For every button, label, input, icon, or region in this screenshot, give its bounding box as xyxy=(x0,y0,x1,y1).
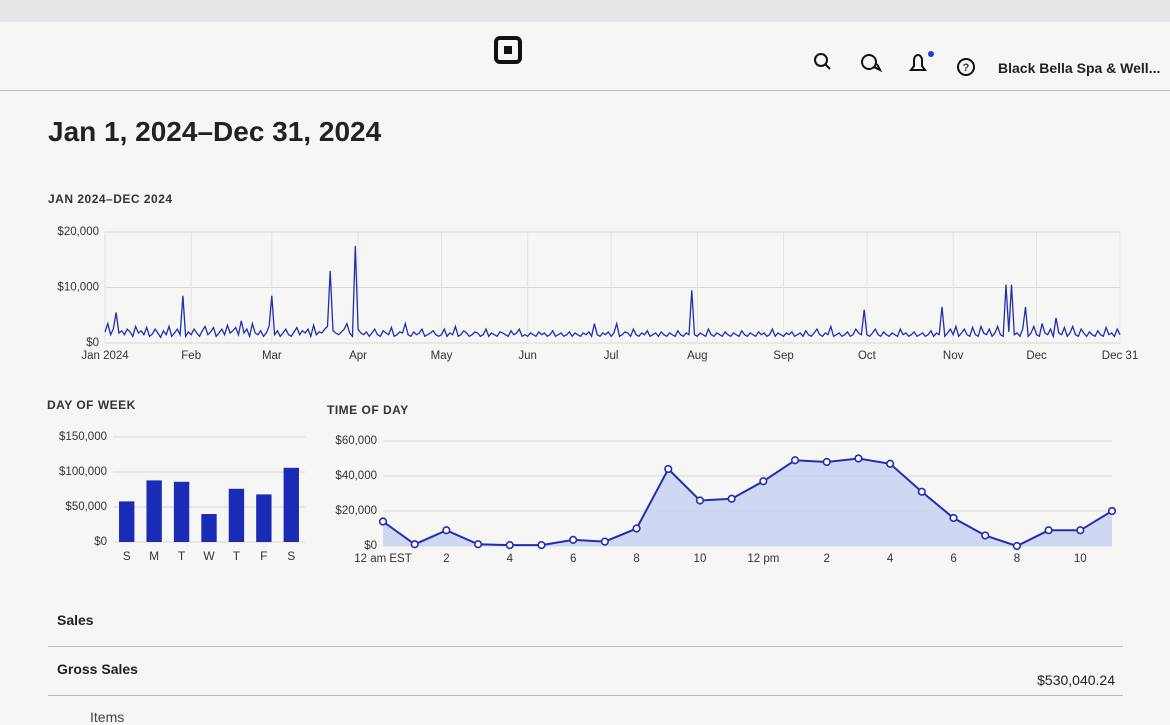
point xyxy=(1076,526,1085,535)
x-tick-label: S xyxy=(123,549,131,563)
x-tick-label: Jan 2024 xyxy=(81,350,129,362)
point xyxy=(664,464,673,474)
point xyxy=(759,477,768,486)
point xyxy=(1044,526,1053,535)
point xyxy=(1012,541,1022,551)
y-tick-label: $20,000 xyxy=(57,226,99,238)
point xyxy=(822,457,831,467)
chart-title: TIME OF DAY xyxy=(327,403,409,417)
x-tick-label: Aug xyxy=(687,350,707,362)
point xyxy=(410,540,419,549)
point xyxy=(1107,506,1117,516)
x-tick-label: 12 pm xyxy=(747,553,779,565)
x-tick-label: T xyxy=(178,549,186,563)
y-tick-label: $60,000 xyxy=(335,435,377,447)
point xyxy=(949,513,958,523)
point xyxy=(600,537,609,546)
point xyxy=(854,454,863,463)
point xyxy=(442,526,451,535)
charts: $0 $10,000 $20,000 Jan 2024 Feb Mar Apr May Jun J… xyxy=(57,226,1138,565)
x-tick-label: 10 xyxy=(694,553,707,565)
bar xyxy=(256,494,272,542)
x-tick-label: F xyxy=(260,549,267,563)
search-icon[interactable] xyxy=(814,53,831,70)
line xyxy=(382,457,1113,548)
x-tick-label: W xyxy=(203,549,215,563)
help-icon[interactable]: ? xyxy=(957,58,975,76)
x-tick-label: S xyxy=(287,549,295,563)
point xyxy=(886,459,895,468)
x-tick-label: Dec 31 xyxy=(1102,350,1138,362)
bar xyxy=(228,488,245,542)
y-tick-label: $150,000 xyxy=(59,431,107,443)
x-tick-label: Nov xyxy=(943,350,964,362)
bar xyxy=(173,481,190,542)
bar xyxy=(119,501,135,542)
point xyxy=(981,531,990,540)
x-tick-label: 2 xyxy=(824,553,830,565)
x-tick-label: 8 xyxy=(1014,553,1020,565)
table-row: Gross Sales $530,040.24 xyxy=(48,647,1123,696)
svg-text:?: ? xyxy=(963,62,970,74)
x-tick-label: Oct xyxy=(858,350,877,362)
x-tick-label: 6 xyxy=(570,553,576,565)
area xyxy=(383,458,1112,546)
x-tick-label: T xyxy=(233,549,241,563)
point xyxy=(917,487,926,496)
row-value: $530,040.24 xyxy=(1037,672,1115,688)
logo[interactable] xyxy=(494,36,522,64)
chart-title: DAY OF WEEK xyxy=(47,398,136,412)
x-tick-label: Jun xyxy=(518,350,537,362)
x-tick-label: Mar xyxy=(262,350,282,362)
x-tick-label: May xyxy=(431,350,453,362)
date-range-title: Jan 1, 2024–Dec 31, 2024 xyxy=(48,116,382,147)
point xyxy=(537,541,546,550)
row-label: Sales xyxy=(57,612,94,628)
y-tick-label: $100,000 xyxy=(59,466,107,478)
x-tick-label: 8 xyxy=(633,553,639,565)
x-tick-label: 4 xyxy=(887,553,894,565)
y-tick-label: $50,000 xyxy=(65,501,107,513)
y-tick-label: $0 xyxy=(364,540,377,552)
y-tick-label: $0 xyxy=(94,536,107,548)
x-tick-label: 6 xyxy=(950,553,956,565)
bar xyxy=(283,467,299,542)
x-tick-label: Apr xyxy=(349,350,367,362)
bar xyxy=(146,480,162,542)
nav-icons: ? xyxy=(494,36,975,76)
x-tick-label: 4 xyxy=(507,553,514,565)
row-label: Gross Sales xyxy=(57,661,138,677)
line xyxy=(104,245,1121,339)
business-name[interactable]: Black Bella Spa & Well... xyxy=(998,60,1161,76)
x-tick-label: Dec xyxy=(1026,350,1047,362)
point xyxy=(473,540,483,549)
x-tick-label: Feb xyxy=(181,350,201,362)
point xyxy=(569,535,578,544)
browser-tab-strip xyxy=(0,0,1170,22)
y-tick-label: $20,000 xyxy=(335,505,377,517)
point xyxy=(727,494,736,503)
x-tick-label: Sep xyxy=(773,350,793,362)
y-tick-label: $10,000 xyxy=(57,282,99,294)
table-row: Sales xyxy=(48,600,1123,647)
x-tick-label: Jul xyxy=(604,350,619,362)
x-tick-label: 10 xyxy=(1074,553,1087,565)
bar xyxy=(201,514,217,542)
point xyxy=(378,517,388,526)
point xyxy=(632,524,641,533)
row-label: Items xyxy=(90,709,125,725)
chart-title: JAN 2024–DEC 2024 xyxy=(48,192,173,206)
notifications-icon[interactable] xyxy=(909,51,934,71)
top-nav xyxy=(0,22,1170,91)
x-tick-label: 12 am EST xyxy=(354,553,412,565)
y-tick-label: $40,000 xyxy=(335,470,377,482)
x-tick-label: 2 xyxy=(443,553,449,565)
messages-icon[interactable] xyxy=(861,54,883,73)
point xyxy=(695,496,705,505)
x-tick-label: M xyxy=(149,549,159,563)
point xyxy=(505,541,514,550)
point xyxy=(790,456,800,465)
y-tick-label: $0 xyxy=(86,337,99,349)
